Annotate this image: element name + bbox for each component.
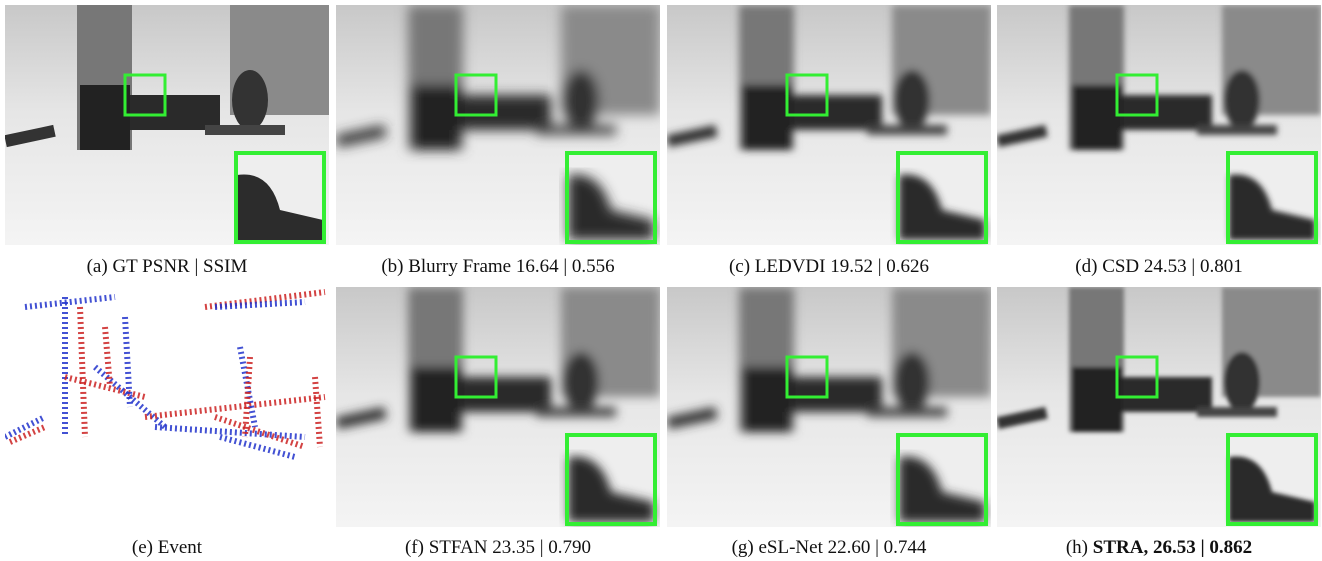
cable	[536, 407, 616, 417]
horse	[894, 70, 930, 130]
caption-label: (g)	[732, 537, 754, 558]
caption: (e) Event	[2, 537, 332, 559]
caption: (b) Blurry Frame 16.64 | 0.556	[333, 256, 663, 278]
bottle-dark	[742, 367, 792, 432]
bottle-dark	[80, 85, 130, 150]
background	[5, 287, 329, 527]
horse	[232, 70, 268, 130]
caption-label: (h)	[1066, 537, 1088, 558]
bottle-dark	[1072, 85, 1122, 150]
object	[1122, 377, 1212, 412]
bottle-dark	[1072, 367, 1122, 432]
caption: (c) LEDVDI 19.52 | 0.626	[664, 256, 994, 278]
event-image	[5, 287, 329, 527]
caption-text: STRA, 26.53 | 0.862	[1093, 537, 1252, 558]
caption-text: Blurry Frame 16.64 | 0.556	[408, 256, 614, 277]
result-image	[667, 5, 991, 245]
horse	[1224, 70, 1260, 130]
object	[130, 95, 220, 130]
result-image	[5, 5, 329, 245]
result-image	[667, 287, 991, 527]
caption-text: eSL-Net 22.60 | 0.744	[758, 537, 926, 558]
figure: {"figure": {"panels": [ {"label": "(a)",…	[0, 0, 1322, 561]
caption-label: (b)	[381, 256, 403, 277]
result-image	[336, 287, 660, 527]
horse	[563, 352, 599, 412]
caption-text: GT PSNR | SSIM	[112, 256, 247, 277]
horse	[1224, 352, 1260, 412]
object	[1122, 95, 1212, 130]
horse	[563, 70, 599, 130]
bottle-dark	[742, 85, 792, 150]
object	[792, 377, 882, 412]
result-image	[997, 287, 1321, 527]
caption-text: CSD 24.53 | 0.801	[1102, 256, 1243, 277]
caption-text: LEDVDI 19.52 | 0.626	[755, 256, 929, 277]
result-image	[336, 5, 660, 245]
caption: (a) GT PSNR | SSIM	[2, 256, 332, 278]
object	[792, 95, 882, 130]
caption: (g) eSL-Net 22.60 | 0.744	[664, 537, 994, 559]
object	[461, 377, 551, 412]
object	[461, 95, 551, 130]
cable	[867, 125, 947, 135]
cable	[205, 125, 285, 135]
caption-label: (c)	[729, 256, 750, 277]
caption-text: STFAN 23.35 | 0.790	[429, 537, 591, 558]
cable	[867, 407, 947, 417]
horse	[894, 352, 930, 412]
caption-text: Event	[158, 537, 202, 558]
caption-label: (f)	[405, 537, 424, 558]
caption-label: (e)	[132, 537, 153, 558]
cable	[536, 125, 616, 135]
caption: (d) CSD 24.53 | 0.801	[994, 256, 1322, 278]
caption: (f) STFAN 23.35 | 0.790	[333, 537, 663, 559]
caption-label: (a)	[87, 256, 108, 277]
bottle-dark	[411, 85, 461, 150]
result-image	[997, 5, 1321, 245]
cable	[1197, 125, 1277, 135]
cable	[1197, 407, 1277, 417]
caption-label: (d)	[1075, 256, 1097, 277]
bottle-dark	[411, 367, 461, 432]
caption: (h) STRA, 26.53 | 0.862	[994, 537, 1322, 559]
